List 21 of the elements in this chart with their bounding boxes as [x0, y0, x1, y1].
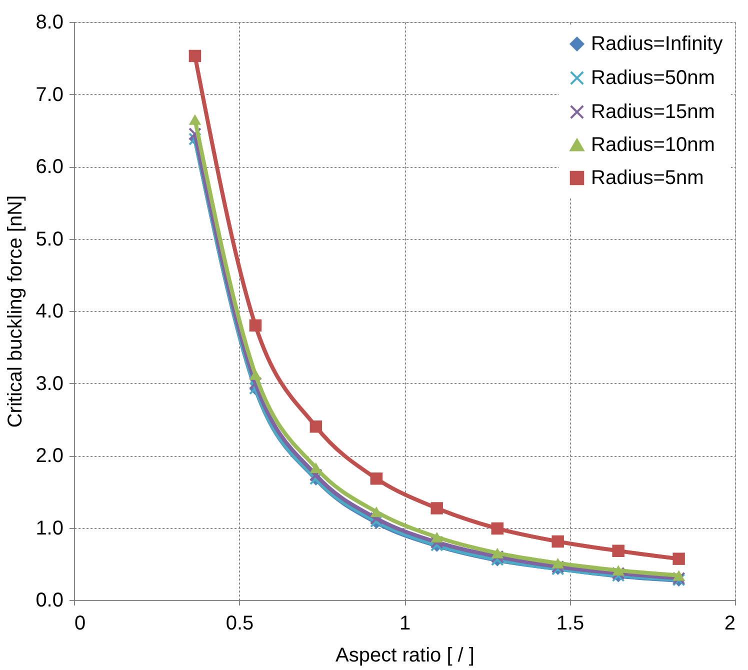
x-axis-title: Aspect ratio [ / ] [336, 644, 474, 666]
y-tick-label: 7.0 [36, 84, 64, 106]
x-tick-label: 2 [724, 612, 736, 634]
y-axis-title: Critical buckling force [nN] [4, 195, 27, 428]
x-tick-label: 1 [399, 612, 411, 634]
y-tick-label: 1.0 [36, 517, 64, 540]
y-tick-label: 3.0 [36, 372, 64, 395]
legend-label: Radius=50nm [591, 67, 715, 89]
y-tick-label: 5.0 [36, 228, 64, 250]
legend-label: Radius=Infinity [591, 33, 723, 55]
y-tick-label: 8.0 [36, 12, 64, 34]
y-tick-label: 6.0 [36, 156, 64, 178]
x-tick-label: 0.5 [226, 612, 254, 634]
legend-label: Radius=10nm [591, 134, 715, 156]
y-tick-label: 0.0 [36, 590, 64, 612]
legend-label: Radius=5nm [591, 167, 704, 189]
x-tick-label: 1.5 [556, 612, 584, 634]
x-tick-label: 0 [74, 612, 86, 634]
y-tick-label: 2.0 [36, 445, 64, 467]
y-tick-label: 4.0 [36, 300, 64, 322]
legend-label: Radius=15nm [591, 101, 715, 123]
